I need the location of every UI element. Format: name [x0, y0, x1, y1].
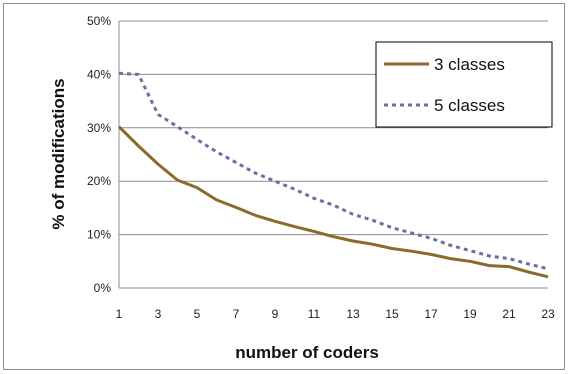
y-tick-label: 10% [87, 228, 111, 242]
x-tick-label: 1 [116, 307, 123, 321]
y-tick-label: 30% [87, 121, 111, 135]
y-tick-label: 50% [87, 14, 111, 28]
x-tick-label: 7 [233, 307, 240, 321]
legend-label-5-classes: 5 classes [434, 96, 505, 115]
x-tick-label: 9 [272, 307, 279, 321]
chart-frame: 0% 10% 20% 30% 40% 50% 1 3 5 7 9 11 13 15 17 19 21 23 num… [3, 3, 565, 370]
x-tick-label: 17 [424, 307, 438, 321]
line-chart: 0%10%20%30%40%50%1 3 5 7 9 11 13 15 17 19 21 23 num… [49, 14, 555, 362]
legend: 3 classes 5 classes [375, 41, 553, 128]
x-tick-label: 21 [502, 307, 516, 321]
x-tick-label: 19 [463, 307, 477, 321]
x-tick-label: 13 [346, 307, 360, 321]
x-tick-label: 3 [155, 307, 162, 321]
tick-labels: 0%10%20%30%40%50%1 3 5 7 9 11 13 15 17 19 21 23 [87, 14, 555, 321]
legend-label-3-classes: 3 classes [434, 55, 505, 74]
x-tick-label: 5 [194, 307, 201, 321]
y-tick-label: 0% [94, 281, 112, 295]
x-axis-title: number of coders [235, 343, 379, 362]
y-axis-title: % of modifications [49, 78, 68, 229]
series-lines [117, 71, 549, 279]
x-tick-label: 23 [541, 307, 555, 321]
y-tick-label: 20% [87, 174, 111, 188]
x-tick-label: 15 [385, 307, 399, 321]
y-tick-label: 40% [87, 67, 111, 81]
legend-box [375, 41, 553, 128]
x-tick-label: 11 [308, 307, 321, 321]
series-line-1 [117, 125, 549, 279]
axes [118, 21, 548, 289]
